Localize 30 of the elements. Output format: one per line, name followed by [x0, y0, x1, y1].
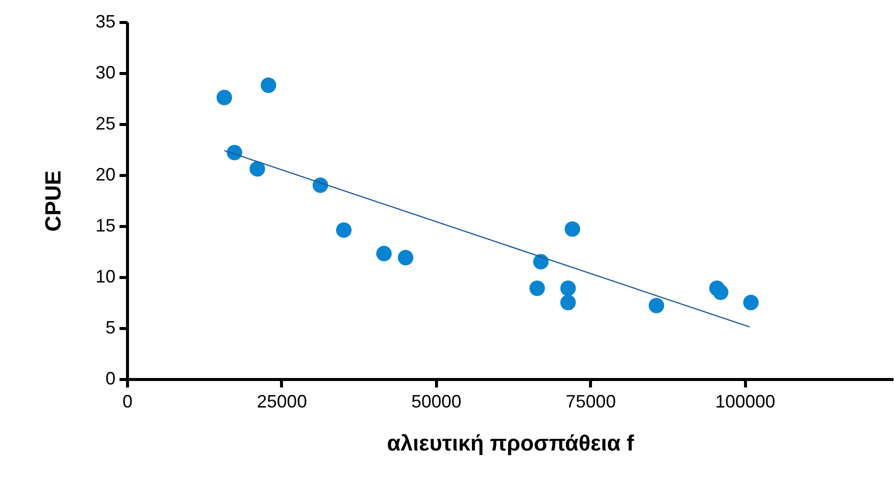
x-tick-label: 50000: [411, 392, 462, 412]
x-tick-label: 100000: [715, 392, 776, 412]
x-tick-label: 75000: [566, 392, 616, 412]
x-axis-title: αλιευτική προσπάθεια f: [387, 430, 635, 456]
point: [743, 294, 759, 310]
y-tick-label: 5: [105, 318, 116, 338]
y-axis-title: CPUE: [40, 170, 66, 232]
point: [376, 246, 392, 262]
x-tick-label: 25000: [256, 392, 307, 412]
point: [533, 254, 549, 270]
point: [648, 298, 664, 314]
y-tick-label: 10: [95, 266, 116, 286]
point: [560, 294, 576, 310]
y-tick-label: 30: [95, 62, 116, 82]
point: [564, 221, 580, 237]
point: [712, 284, 728, 300]
point: [216, 90, 232, 106]
y-tick-label: 35: [95, 12, 116, 32]
y-tick-label: 20: [95, 164, 116, 184]
point: [336, 222, 352, 238]
x-tick-label: 0: [122, 392, 133, 412]
point: [260, 78, 276, 93]
point: [312, 177, 328, 193]
point: [398, 250, 414, 266]
point: [250, 161, 266, 177]
y-tick-label: 25: [95, 114, 116, 134]
y-tick-label: 0: [105, 368, 116, 388]
point: [560, 280, 576, 296]
y-tick-label: 15: [95, 216, 116, 236]
point: [529, 280, 545, 296]
